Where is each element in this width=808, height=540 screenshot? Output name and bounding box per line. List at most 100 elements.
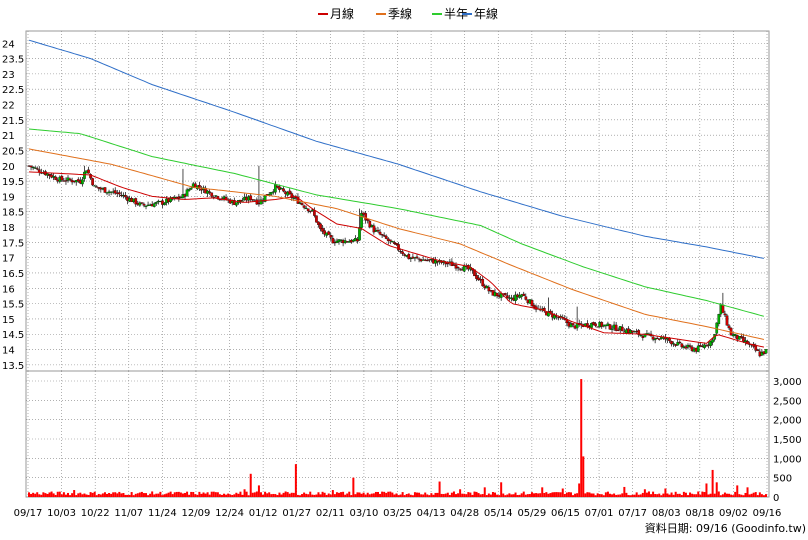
volume-bar xyxy=(440,493,443,497)
volume-bar xyxy=(303,492,306,497)
ma-line-1 xyxy=(28,171,765,348)
volume-bar xyxy=(169,491,172,497)
volume-bar xyxy=(557,492,560,497)
date-axis-labels: 09/17 10/03 10/22 11/07 11/24 12/09 12/24 01/12… xyxy=(14,508,782,519)
volume-bar xyxy=(701,491,704,497)
volume-bar xyxy=(487,493,490,497)
volume-bar xyxy=(705,483,708,497)
legend-label: 半年 xyxy=(444,7,468,21)
volume-bar xyxy=(67,492,70,497)
candle-body xyxy=(477,277,480,281)
date-tick-label: 10/03 xyxy=(47,508,76,519)
candle-body xyxy=(676,342,680,346)
candle-body xyxy=(113,190,117,194)
candle-body xyxy=(417,258,421,260)
volume-bar xyxy=(348,491,351,497)
candle-body xyxy=(259,199,263,205)
candle-body xyxy=(140,202,144,204)
volume-bar xyxy=(360,493,363,497)
price-tick-label: 13.5 xyxy=(2,361,24,372)
volume-bar xyxy=(635,492,638,497)
volume-bar xyxy=(647,491,650,497)
volume-bar xyxy=(241,494,244,497)
volume-bar xyxy=(249,473,252,497)
volume-bar xyxy=(225,494,228,497)
volume-bar xyxy=(592,493,595,497)
volume-bar xyxy=(596,493,599,497)
candle-body xyxy=(608,324,612,330)
volume-bar xyxy=(379,493,382,497)
candle-body xyxy=(384,235,388,239)
volume-bar xyxy=(233,494,236,497)
volume-bar xyxy=(533,493,536,497)
volume-bar xyxy=(576,493,579,497)
volume-bar xyxy=(140,491,143,497)
candle-body xyxy=(733,334,737,336)
volume-bar xyxy=(159,491,162,497)
volume-bar xyxy=(198,491,201,497)
candle-body xyxy=(403,254,407,256)
volume-bar xyxy=(569,492,572,497)
volume-bar xyxy=(409,494,412,497)
volume-bar xyxy=(584,493,587,497)
date-tick-label: 06/15 xyxy=(551,508,580,519)
volume-bar xyxy=(362,492,365,497)
volume-bar xyxy=(327,493,330,497)
candle-body xyxy=(204,187,207,194)
candle-body xyxy=(292,197,296,199)
candle-body xyxy=(485,285,489,289)
price-tick-label: 15.5 xyxy=(2,300,24,311)
volume-bar xyxy=(631,494,634,497)
price-tick-label: 23.5 xyxy=(2,55,24,66)
candle-body xyxy=(103,187,107,193)
candlestick-series xyxy=(27,165,768,358)
volume-bar xyxy=(36,492,39,497)
volume-bar xyxy=(514,492,517,497)
volume-bar xyxy=(730,494,733,497)
price-tick-label: 21.5 xyxy=(2,116,24,127)
candle-body xyxy=(505,295,509,298)
legend-label: 年線 xyxy=(474,6,498,21)
volume-bar xyxy=(305,493,308,497)
volume-bar xyxy=(565,492,568,497)
volume-bar xyxy=(580,379,583,497)
volume-bar xyxy=(387,491,390,497)
date-tick-label: 08/03 xyxy=(652,508,681,519)
volume-bar xyxy=(120,493,123,497)
volume-bar xyxy=(155,493,158,497)
volume-bar xyxy=(298,495,301,497)
candle-body xyxy=(616,329,620,331)
volume-bar xyxy=(498,495,501,497)
date-tick-label: 08/18 xyxy=(685,508,714,519)
volume-bar xyxy=(389,491,392,497)
date-tick-label: 03/25 xyxy=(383,508,412,519)
volume-bar xyxy=(358,492,361,497)
candle-body xyxy=(154,202,158,204)
volume-bar xyxy=(489,494,492,497)
date-tick-label: 05/14 xyxy=(484,508,513,519)
candle-body xyxy=(430,259,433,261)
candle-body xyxy=(524,296,528,300)
candle-body xyxy=(639,334,643,336)
volume-bar xyxy=(399,494,402,497)
date-tick-label: 09/16 xyxy=(753,508,782,519)
volume-bar xyxy=(73,490,76,497)
volume-bar xyxy=(713,493,716,497)
volume-bar xyxy=(276,495,279,497)
volume-bar xyxy=(95,495,98,497)
date-tick-label: 07/17 xyxy=(618,508,647,519)
volume-bar xyxy=(196,494,199,497)
candle-body xyxy=(89,174,92,179)
volume-bar xyxy=(200,493,203,497)
ma-line-3 xyxy=(28,128,765,317)
candle-body xyxy=(670,341,673,345)
volume-bar xyxy=(582,456,585,497)
candle-body xyxy=(600,322,604,327)
volume-bar xyxy=(686,495,689,497)
volume-bar xyxy=(676,493,679,497)
volume-bar xyxy=(118,491,121,497)
volume-axis-labels: 3,000 2,500 2,000 1,500 1,000 500 0 xyxy=(773,377,802,504)
volume-bar xyxy=(270,494,273,497)
volume-bar xyxy=(83,493,86,497)
volume-bar xyxy=(106,493,109,497)
